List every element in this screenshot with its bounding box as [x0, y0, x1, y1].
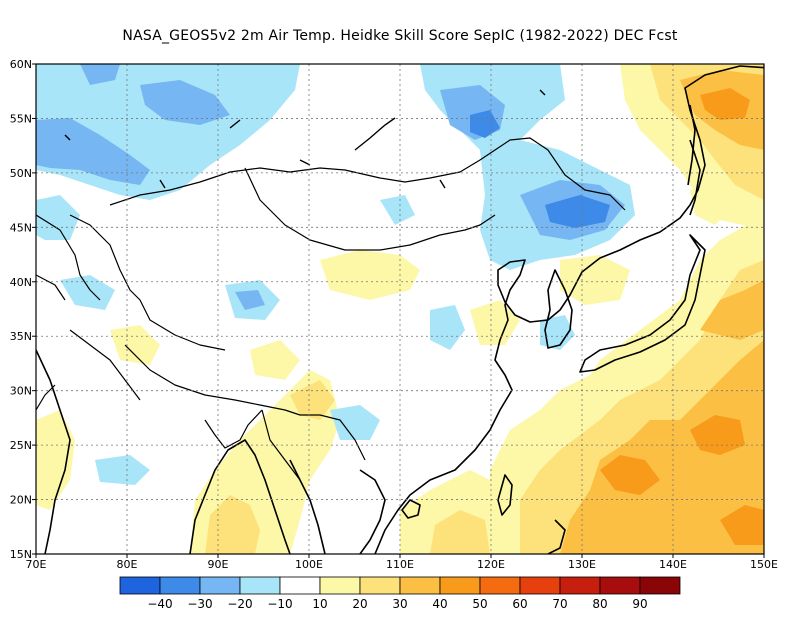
colorbar-label: 20 [352, 597, 367, 611]
colorbar-label: 80 [592, 597, 607, 611]
colorbar-swatch [559, 576, 601, 595]
lat-tick-label: 15N [10, 548, 32, 561]
skill-region-n30 [470, 110, 500, 138]
colorbar-swatch [239, 576, 281, 595]
skill-region-p30 [700, 280, 764, 340]
colorbar-label: −10 [267, 597, 292, 611]
skill-region-p20 [290, 380, 335, 420]
skill-region-p10 [320, 250, 420, 300]
lat-tick-label: 40N [10, 276, 32, 289]
lat-tick-label: 45N [10, 221, 32, 234]
colorbar-label: −40 [147, 597, 172, 611]
colorbar-swatch [599, 576, 641, 595]
skill-region-n10 [380, 195, 415, 225]
lon-tick-label: 80E [117, 558, 138, 571]
lon-tick-label: 140E [659, 558, 687, 571]
colorbar-swatch [519, 576, 561, 595]
colorbar-swatch [159, 576, 201, 595]
skill-region-n30 [545, 195, 610, 228]
skill-region-p10 [250, 340, 300, 380]
colorbar-swatch [359, 576, 401, 595]
colorbar: −40 −30 −20 −10 10 20 30 40 50 60 70 80 90 [119, 576, 681, 611]
skill-region-n10 [430, 305, 465, 350]
lat-tick-label: 30N [10, 385, 32, 398]
lat-axis: 15N 20N 25N 30N 35N 40N 45N 50N 55N 60N [10, 58, 32, 561]
skill-region-p10 [470, 300, 520, 345]
skill-region-p20 [430, 510, 490, 554]
skill-region-n20 [80, 64, 120, 85]
coastlines [36, 65, 764, 554]
colorbar-label: 10 [312, 597, 327, 611]
lon-axis: 70E 80E 90E 100E 110E 120E 130E 140E 150E [26, 558, 778, 571]
lon-tick-label: 150E [750, 558, 778, 571]
country-borders [36, 137, 626, 481]
skill-region-n10 [36, 195, 80, 240]
lat-tick-label: 60N [10, 58, 32, 71]
colorbar-swatch [479, 576, 521, 595]
lon-tick-label: 120E [477, 558, 505, 571]
lat-tick-label: 35N [10, 330, 32, 343]
colorbar-swatch [199, 576, 241, 595]
map-title: NASA_GEOS5v2 2m Air Temp. Heidke Skill S… [122, 28, 678, 44]
axis-ticks [32, 63, 765, 558]
colorbar-label: −30 [187, 597, 212, 611]
skill-region-n10 [540, 315, 575, 350]
colorbar-label: 90 [632, 597, 647, 611]
lakes [64, 89, 546, 189]
colorbar-swatch [399, 576, 441, 595]
graticule [36, 64, 764, 554]
lon-tick-label: 110E [386, 558, 414, 571]
colorbar-label: 40 [432, 597, 447, 611]
colorbar-swatch [639, 576, 681, 595]
colorbar-label: 50 [472, 597, 487, 611]
skill-region-p40 [720, 505, 764, 545]
colorbar-label: 30 [392, 597, 407, 611]
skill-region-p40 [600, 455, 660, 495]
lon-tick-label: 70E [26, 558, 47, 571]
lon-tick-label: 100E [295, 558, 323, 571]
skill-region-p30 [560, 340, 764, 554]
lat-tick-label: 20N [10, 494, 32, 507]
skill-region-n20 [140, 80, 230, 125]
lon-tick-label: 130E [568, 558, 596, 571]
colorbar-swatch [279, 576, 321, 595]
colorbar-swatch [319, 576, 361, 595]
lat-tick-label: 55N [10, 112, 32, 125]
colorbar-label: 60 [512, 597, 527, 611]
colorbar-swatch [119, 576, 161, 595]
lat-tick-label: 25N [10, 439, 32, 452]
skill-region-n10 [95, 455, 150, 485]
skill-region-p40 [700, 88, 750, 120]
skill-region-n20 [235, 290, 265, 310]
colorbar-label: −20 [227, 597, 252, 611]
skill-region-n10 [330, 405, 380, 440]
skill-region-p10 [560, 255, 630, 305]
lon-tick-label: 90E [208, 558, 229, 571]
skill-region-p10 [690, 185, 735, 225]
skill-region-p10 [110, 325, 160, 365]
skill-region-p20 [205, 495, 260, 554]
colorbar-label: 70 [552, 597, 567, 611]
colorbar-swatch [439, 576, 481, 595]
skill-region-n10 [60, 275, 115, 310]
skill-region-n20 [36, 118, 150, 185]
skill-region-p10 [36, 410, 75, 510]
lat-tick-label: 50N [10, 167, 32, 180]
